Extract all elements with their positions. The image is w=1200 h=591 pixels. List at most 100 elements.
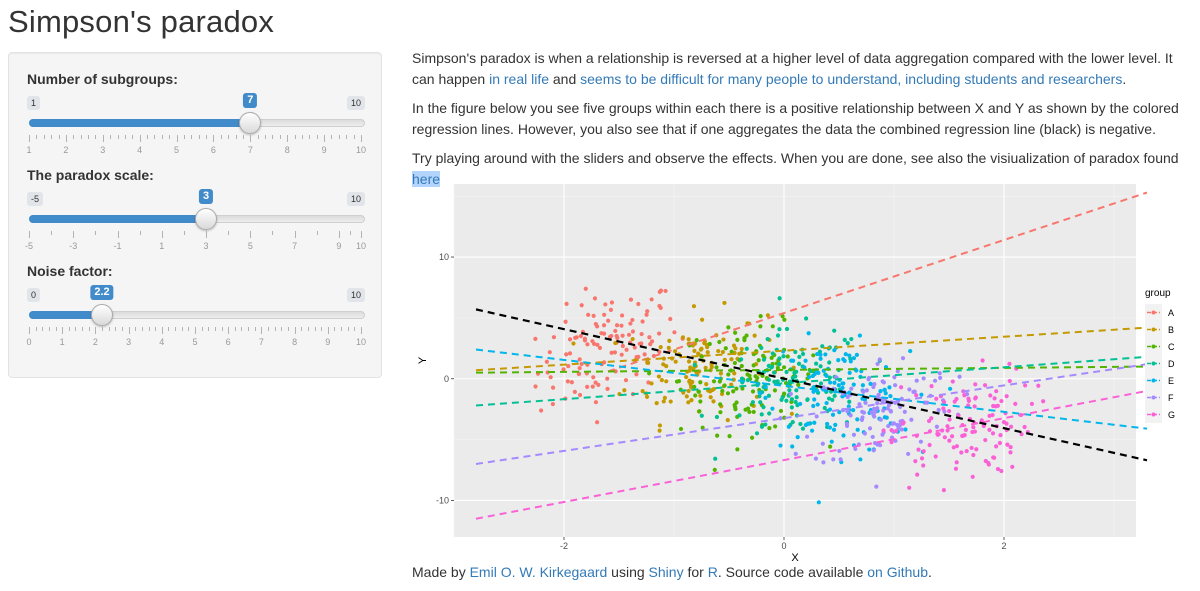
data-point-A [586, 312, 591, 317]
data-point-A [590, 339, 595, 344]
data-point-E [818, 352, 823, 357]
paradox-scale-slider[interactable]: The paradox scale: -5 10 3 -5 -3 -1 1 3 5 7 9 10 [25, 167, 366, 262]
slider-tick [327, 327, 329, 334]
data-point-G [1004, 421, 1009, 426]
slider-handle[interactable] [91, 304, 114, 326]
data-point-G [1007, 361, 1012, 366]
slider-tick [95, 327, 97, 334]
data-point-F [814, 414, 819, 419]
data-point-A [533, 384, 538, 389]
slider-min-label: 0 [27, 288, 41, 302]
slider-minor-tick [88, 327, 90, 331]
data-point-C [773, 424, 778, 429]
paragraph-2: In the figure below you see five groups … [412, 100, 1179, 137]
data-point-A [564, 301, 569, 306]
data-point-G [1013, 401, 1018, 406]
data-point-B [656, 374, 662, 379]
data-point-G [983, 437, 988, 443]
data-point-A [609, 350, 614, 355]
data-point-B [729, 357, 734, 362]
data-point-G [1008, 450, 1013, 455]
data-point-A [613, 328, 618, 334]
data-point-C [733, 407, 738, 412]
data-point-G [1022, 424, 1027, 430]
slider-minor-tick [183, 135, 185, 139]
data-point-G [881, 428, 886, 433]
subgroups-slider[interactable]: Number of subgroups: 1 10 7 1 2 3 4 5 6 7 8 9 10 [26, 71, 366, 166]
data-point-F [872, 381, 877, 387]
data-point-A [602, 360, 607, 365]
data-point-D [805, 397, 810, 402]
data-point-B [686, 337, 691, 342]
slider-tick-label: 3 [203, 241, 209, 251]
author-link[interactable]: Emil O. W. Kirkegaard [469, 564, 608, 580]
link-difficult[interactable]: seems to be difficult for many people to… [580, 71, 1123, 87]
data-point-G [947, 438, 952, 443]
slider-handle[interactable] [195, 208, 218, 230]
y-axis-label: Y [417, 356, 429, 364]
data-point-D [789, 405, 794, 410]
data-point-G [971, 425, 976, 430]
data-point-F [844, 423, 850, 428]
data-point-G [992, 455, 997, 460]
data-point-C [811, 353, 816, 358]
data-point-E [854, 368, 859, 373]
data-point-A [657, 331, 662, 336]
data-point-A [612, 350, 618, 355]
slider-minor-tick [257, 135, 259, 139]
slider-minor-tick [110, 135, 112, 139]
link-real-life[interactable]: in real life [489, 71, 549, 87]
data-point-A [672, 330, 677, 335]
data-point-C [739, 363, 744, 369]
data-point-B [571, 341, 576, 346]
data-point-C [699, 354, 704, 359]
data-point-E [824, 400, 829, 406]
data-point-B [722, 357, 727, 362]
slider-minor-tick [208, 327, 210, 331]
data-point-C [720, 388, 725, 394]
data-point-E [883, 391, 888, 396]
data-point-A [547, 350, 552, 355]
data-point-G [973, 395, 978, 400]
slider-minor-tick [265, 135, 267, 139]
slider-tick-label: 3 [126, 337, 132, 347]
data-point-D [750, 400, 756, 405]
slider-minor-tick [307, 327, 309, 331]
data-point-G [889, 428, 894, 433]
data-point-D [845, 341, 850, 346]
data-point-A [596, 382, 601, 388]
data-point-D [714, 414, 720, 420]
x-axis-label: X [791, 552, 799, 562]
data-point-F [888, 408, 893, 413]
slider-minor-tick [254, 327, 256, 331]
noise-factor-slider[interactable]: Noise factor: 0 10 2.2 0 1 2 3 4 5 6 7 8 9 10 [26, 263, 366, 358]
data-point-B [732, 371, 737, 376]
data-point-F [881, 408, 886, 413]
slider-minor-tick [301, 135, 303, 139]
slider-minor-tick [115, 327, 117, 331]
data-point-A [591, 375, 596, 380]
slider-tick [361, 231, 362, 238]
data-point-A [602, 312, 607, 317]
slider-handle[interactable] [239, 112, 262, 134]
slider-minor-tick [268, 327, 270, 331]
data-point-C [756, 358, 761, 363]
slider-tick-label: 7 [258, 337, 264, 347]
slider-minor-tick [321, 327, 323, 331]
legend-key-point [1151, 378, 1156, 383]
shiny-link[interactable]: Shiny [648, 564, 684, 580]
slider-minor-tick [294, 135, 296, 139]
data-point-G [1005, 442, 1010, 447]
slider-minor-tick [206, 135, 208, 139]
data-point-F [932, 378, 938, 383]
github-link[interactable]: on Github [867, 564, 928, 580]
slider-minor-tick [43, 135, 45, 139]
data-point-A [550, 401, 555, 407]
data-point-G [1010, 464, 1015, 469]
link-here[interactable]: here [412, 171, 441, 187]
data-point-B [689, 397, 694, 403]
r-link[interactable]: R [707, 564, 718, 580]
data-point-F [861, 410, 867, 415]
data-point-E [836, 383, 841, 388]
data-point-C [722, 383, 727, 388]
